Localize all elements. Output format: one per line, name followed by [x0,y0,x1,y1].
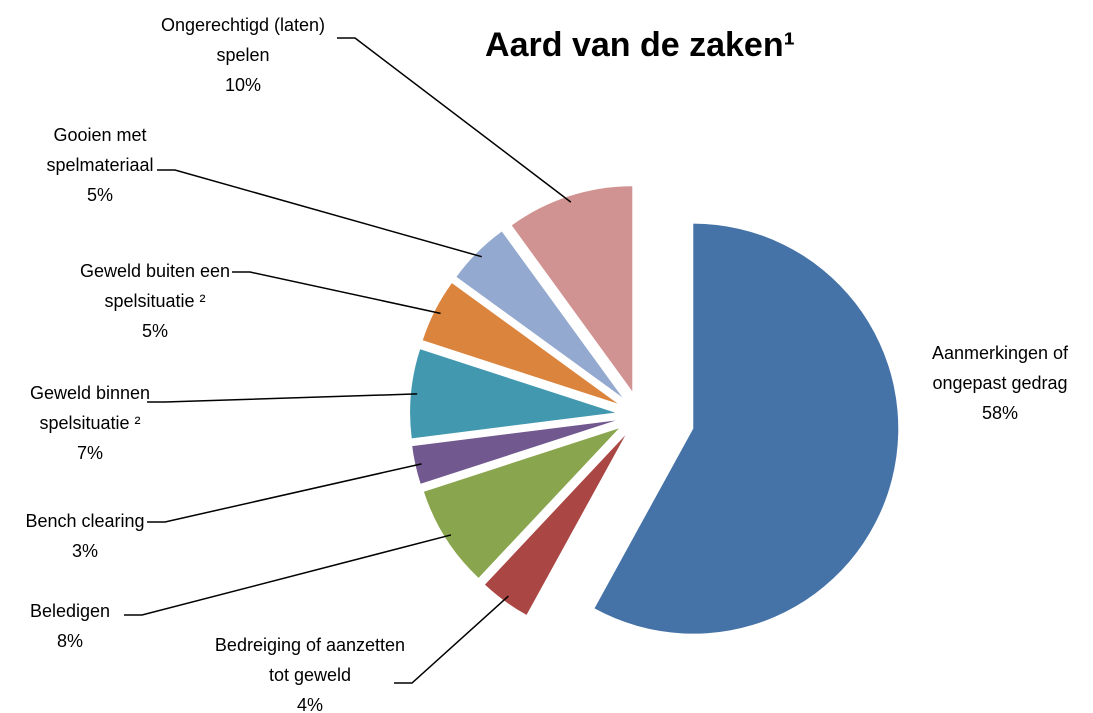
category-label: Ongerechtigd (laten) spelen [160,15,326,65]
pie-slice [412,420,616,484]
value-label: 7% [76,443,103,463]
pie-slice [423,428,619,578]
category-label: Aanmerkingen of ongepast gedrag [931,343,1069,393]
slice-label: Aanmerkingen of ongepast gedrag 58% [900,338,1093,428]
category-label: Gooien met spelmateriaal [46,125,154,175]
slice-label: Gooien met spelmateriaal 5% [0,120,200,210]
value-label: 8% [56,631,83,651]
leader-line [157,169,482,258]
chart-title: Aard van de zaken¹ [485,26,795,64]
leader-line [232,271,441,315]
pie-slice [511,186,633,392]
slice-label: Beledigen 8% [0,596,170,656]
category-label: Beledigen [29,601,111,621]
slice-label: Bench clearing 3% [0,506,185,566]
leader-line [147,393,418,403]
slice-label: Geweld binnen spelsituatie ² 7% [0,378,190,468]
leader-line [337,37,572,203]
pie-slice [456,231,623,398]
slice-label: Bedreiging of aanzetten tot geweld 4% [210,630,410,713]
category-label: Bedreiging of aanzetten tot geweld [214,635,406,685]
pie-slice [422,283,618,404]
value-label: 58% [981,403,1019,423]
leader-line [124,534,452,616]
value-label: 5% [86,185,113,205]
slice-label: Ongerechtigd (laten) spelen 10% [143,10,343,100]
leader-line [394,595,509,684]
slice-label: Geweld buiten een spelsituatie ² 5% [55,256,255,346]
leader-line [147,463,422,523]
pie-slice [594,223,899,634]
value-label: 5% [141,321,168,341]
pie-slice [484,435,626,615]
category-label: Bench clearing [25,511,145,531]
value-label: 3% [71,541,98,561]
value-label: 10% [224,75,262,95]
category-label: Geweld binnen spelsituatie ² [29,383,151,433]
category-label: Geweld buiten een spelsituatie ² [79,261,231,311]
value-label: 4% [296,695,323,713]
pie-slice [410,349,616,439]
